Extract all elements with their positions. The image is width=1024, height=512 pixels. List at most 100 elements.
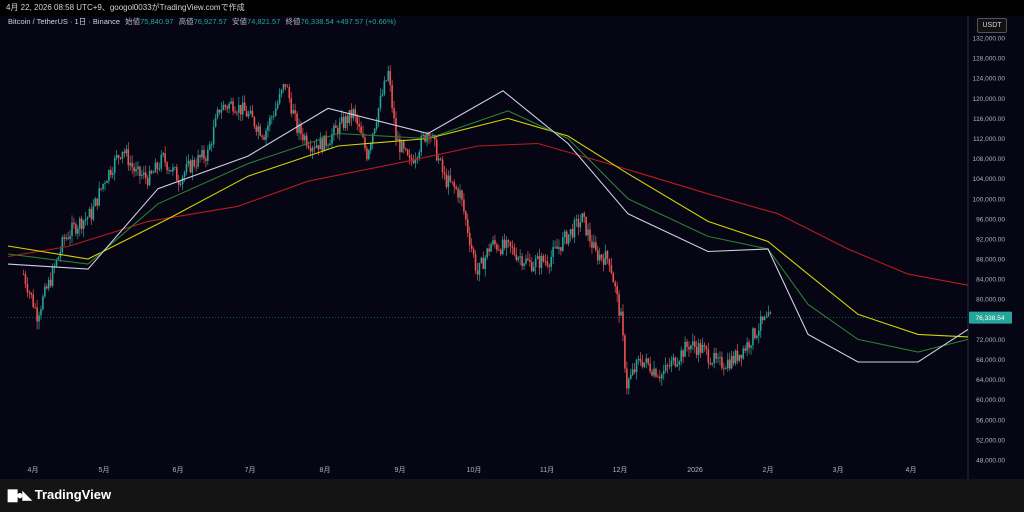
candle-body: [80, 218, 83, 229]
candle-body: [713, 352, 715, 364]
x-tick-label: 2026: [687, 467, 703, 474]
candle-body: [573, 220, 576, 238]
candle-body: [111, 173, 114, 175]
candle-body: [517, 257, 520, 260]
candle-body: [358, 123, 360, 127]
candle-body: [387, 71, 390, 81]
candle-body: [296, 113, 298, 133]
candle-body: [761, 316, 764, 321]
candle-body: [732, 355, 735, 364]
x-tick-label: 11月: [540, 466, 554, 474]
tradingview-logo[interactable]: ▇●◣ TradingView: [8, 487, 111, 502]
candle-body: [218, 109, 221, 113]
candle-body: [416, 157, 419, 159]
candle-body: [82, 220, 85, 229]
y-tick-label: 112,000.00: [973, 136, 1005, 143]
candle-body: [631, 369, 634, 375]
y-tick-label: 48,000.00: [976, 457, 1005, 464]
candle-body: [529, 260, 531, 263]
candle-body: [686, 341, 688, 347]
candle-body: [445, 174, 448, 188]
candle-body: [715, 352, 717, 359]
candle-body: [633, 369, 636, 373]
candle-body: [340, 117, 343, 123]
candle-body: [682, 350, 684, 357]
candle-body: [364, 137, 366, 149]
candle-body: [666, 364, 669, 366]
candle-body: [461, 190, 463, 200]
candle-body: [119, 157, 122, 159]
candle-body: [725, 368, 727, 370]
candle-body: [622, 311, 624, 336]
candle-body: [721, 356, 723, 369]
candle-body: [629, 374, 632, 379]
candle-body: [612, 273, 615, 283]
candle-body: [323, 135, 326, 152]
candle-body: [567, 234, 570, 244]
candle-body: [562, 237, 564, 251]
candle-body: [628, 378, 630, 389]
candle-body: [325, 135, 327, 146]
candle-body: [430, 136, 432, 138]
candle-body: [261, 135, 263, 137]
candle-body: [267, 125, 269, 131]
y-tick-label: 100,000.00: [972, 196, 1005, 203]
candle-body: [736, 350, 739, 361]
candle-body: [302, 134, 304, 141]
candle-body: [738, 354, 741, 361]
candle-body: [236, 112, 238, 114]
candle-body: [375, 122, 378, 129]
candle-body: [352, 109, 355, 119]
candle-body: [435, 139, 438, 161]
candle-body: [589, 229, 591, 242]
candle-body: [463, 199, 465, 212]
candle-body: [670, 360, 673, 367]
brand-name: TradingView: [34, 487, 112, 502]
candle-body: [290, 98, 293, 114]
chart-caption: 4月 22, 2026 08:58 UTC+9、googol0033がTradi…: [0, 0, 1024, 16]
candle-body: [22, 274, 25, 275]
symbol-label[interactable]: Bitcoin / TetherUS · 1日 · Binance: [8, 17, 120, 26]
candle-body: [527, 258, 529, 261]
x-axis: 4月 5月 6月 7月 8月 9月 10月 11月 12月 2026 2月 3月 4月: [28, 466, 917, 474]
candle-body: [232, 101, 234, 112]
candle-body: [406, 149, 409, 156]
candle-body: [441, 159, 444, 173]
candle-body: [453, 182, 455, 187]
candle-body: [333, 125, 335, 134]
candle-body: [616, 286, 618, 295]
candle-body: [257, 126, 260, 132]
candle-body: [197, 155, 199, 167]
candle-body: [511, 246, 514, 248]
candle-body: [401, 141, 403, 153]
candle-body: [693, 341, 696, 347]
y-tick-label: 72,000.00: [976, 337, 1005, 344]
candle-body: [404, 148, 407, 150]
change-value: +497.57 (+0.66%): [335, 17, 397, 26]
candle-body: [620, 311, 622, 316]
candle-body: [329, 143, 331, 146]
candle-body: [265, 130, 267, 140]
candle-body: [228, 103, 230, 109]
candle-body: [684, 341, 686, 357]
candle-body: [451, 181, 454, 183]
candle-body: [651, 371, 653, 376]
candle-body: [692, 341, 694, 346]
currency-button[interactable]: USDT: [977, 18, 1007, 33]
candle-body: [703, 345, 706, 347]
candle-body: [84, 218, 87, 221]
candle-body: [311, 147, 314, 152]
candle-body: [207, 149, 209, 161]
candle-body: [360, 126, 362, 134]
candle-body: [144, 172, 147, 179]
y-tick-label: 84,000.00: [976, 277, 1005, 284]
candle-body: [428, 133, 430, 137]
candle-body: [369, 143, 372, 151]
candle-body: [183, 172, 186, 177]
candle-body: [472, 248, 475, 255]
candle-body: [269, 117, 271, 126]
candle-body: [492, 240, 494, 245]
candle-body: [552, 247, 554, 257]
candle-body: [203, 149, 205, 159]
